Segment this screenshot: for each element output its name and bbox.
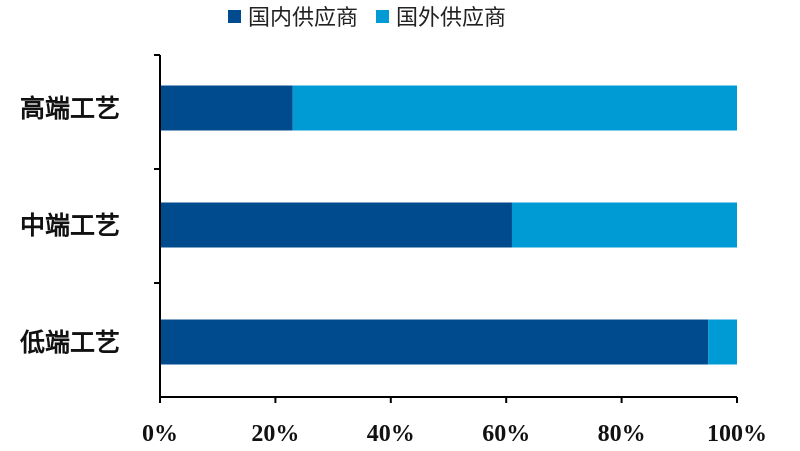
x-tick-label: 80% (598, 421, 646, 447)
category-label: 低端工艺 (19, 328, 120, 357)
legend-swatch (228, 10, 241, 23)
x-tick-label: 0% (142, 421, 178, 447)
bar-domestic (160, 319, 709, 365)
legend-label: 国外供应商 (396, 6, 506, 31)
x-tick-label: 40% (367, 421, 415, 447)
category-label: 高端工艺 (20, 94, 120, 123)
bar-domestic (160, 85, 293, 131)
legend-swatch (376, 10, 389, 23)
legend-label: 国内供应商 (248, 6, 358, 31)
category-label: 中端工艺 (20, 211, 120, 240)
x-tick-label: 100% (707, 421, 767, 447)
bar-foreign (511, 202, 737, 248)
bar-foreign (708, 319, 737, 365)
x-tick-label: 20% (251, 421, 299, 447)
bar-foreign (292, 85, 737, 131)
x-tick-label: 60% (482, 421, 530, 447)
bar-domestic (160, 202, 512, 248)
